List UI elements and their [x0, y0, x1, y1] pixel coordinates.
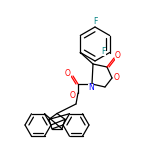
- Text: O: O: [115, 52, 121, 60]
- Text: O: O: [65, 69, 71, 78]
- Text: N: N: [88, 83, 94, 93]
- Text: O: O: [70, 90, 76, 100]
- Text: O: O: [114, 73, 120, 81]
- Text: F: F: [102, 47, 106, 56]
- Text: F: F: [93, 17, 97, 26]
